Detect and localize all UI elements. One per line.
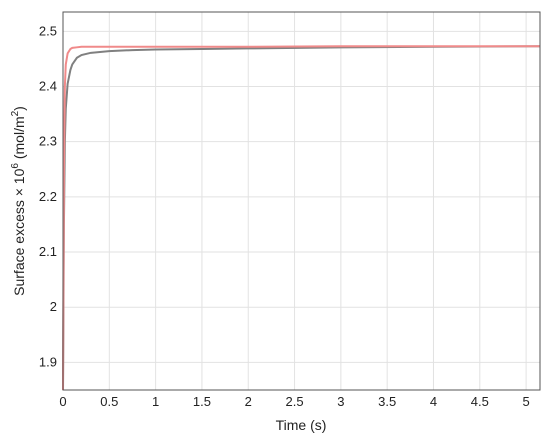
y-label-part: Surface excess × 10 <box>11 168 27 295</box>
y-tick-label: 2.2 <box>39 189 57 204</box>
y-tick-label: 2.4 <box>39 78 57 93</box>
x-tick-label: 0.5 <box>100 394 118 409</box>
data-line <box>62 45 540 391</box>
y-label-sup: 6 <box>10 163 21 169</box>
x-tick-label: 3.5 <box>378 394 396 409</box>
y-label-sup: 2 <box>10 110 21 116</box>
y-tick-label: 2.1 <box>39 244 57 259</box>
x-tick-label: 0 <box>59 394 66 409</box>
x-tick-label: 3 <box>337 394 344 409</box>
x-tick-label: 4.5 <box>471 394 489 409</box>
plot-frame <box>62 11 541 391</box>
x-tick-label: 2 <box>245 394 252 409</box>
x-axis-label: Time (s) <box>276 417 327 433</box>
y-label-part: ) <box>11 106 27 111</box>
x-tick-label: 5 <box>522 394 529 409</box>
y-tick-label: 2.3 <box>39 134 57 149</box>
y-tick-label: 1.9 <box>39 354 57 369</box>
x-tick-label: 1.5 <box>193 394 211 409</box>
y-tick-label: 2 <box>50 299 57 314</box>
y-axis-label: Surface excess × 106 (mol/m2) <box>10 106 27 296</box>
y-label-part: (mol/m <box>11 116 27 163</box>
x-tick-label: 1 <box>152 394 159 409</box>
y-tick-label: 2.5 <box>39 23 57 38</box>
data-line <box>62 45 541 391</box>
x-tick-label: 4 <box>430 394 437 409</box>
x-tick-label: 2.5 <box>286 394 304 409</box>
